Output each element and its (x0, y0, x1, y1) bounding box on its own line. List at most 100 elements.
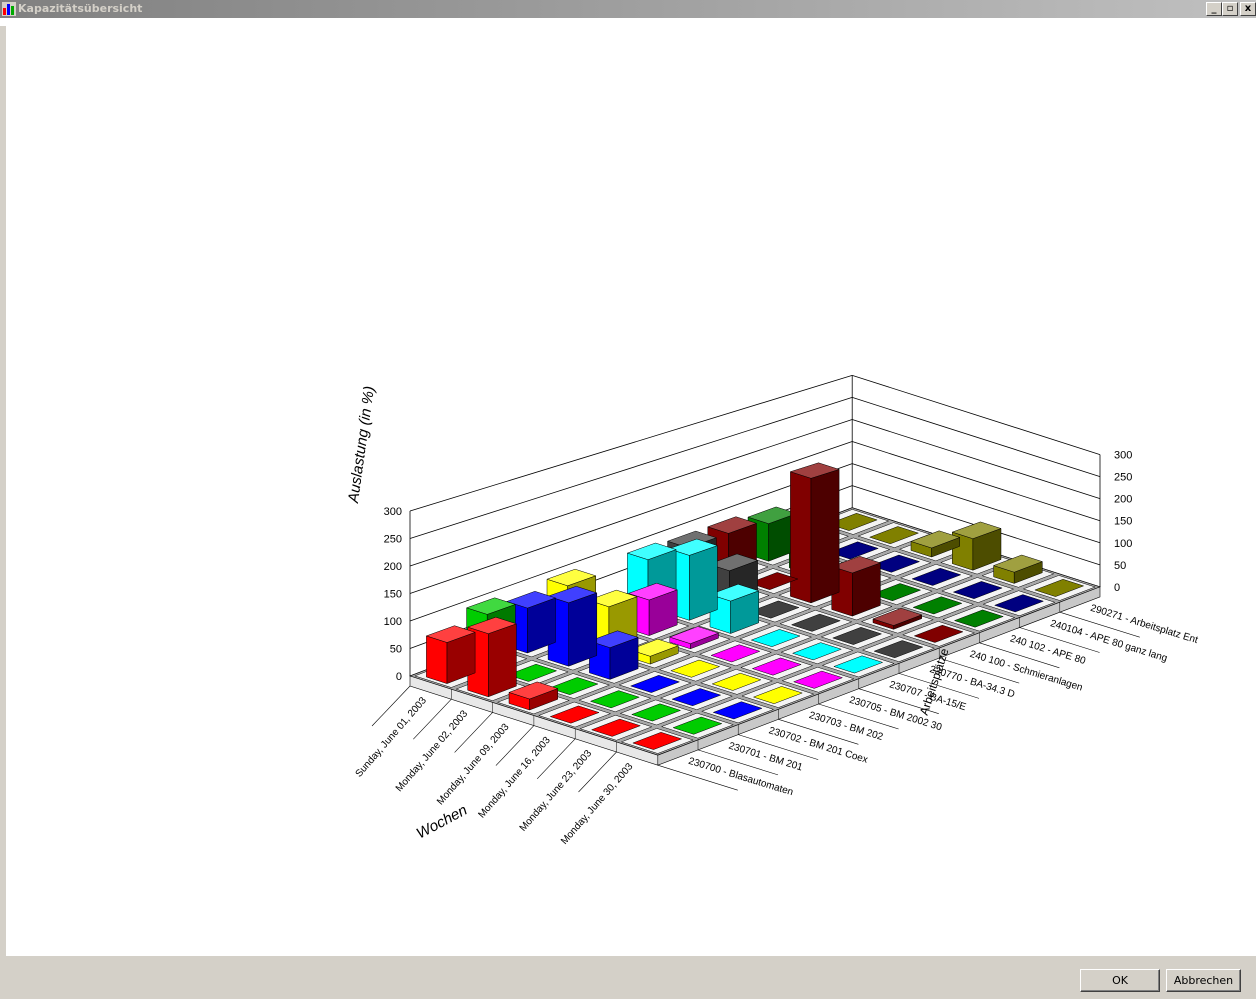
floor-marker (828, 541, 879, 560)
floor-marker (832, 627, 883, 645)
floor-marker (751, 657, 802, 676)
bar-top (830, 556, 882, 574)
bar-top (425, 625, 476, 643)
floor-marker (711, 672, 762, 691)
z-tick-line (1059, 611, 1140, 638)
floor-marker (1034, 579, 1085, 597)
floor-marker (833, 655, 884, 674)
bar (709, 583, 760, 634)
floor-marker (952, 581, 1003, 599)
gridline-left (409, 463, 853, 622)
gridline-left (409, 441, 853, 594)
bar-top (506, 591, 557, 609)
z-tick-line (979, 642, 1060, 669)
bar-front (426, 635, 448, 684)
y-tick-label: 100 (1114, 538, 1132, 550)
floor-marker (589, 690, 640, 709)
z-tick-line (697, 749, 779, 776)
bar (910, 530, 961, 558)
floor-marker (953, 609, 1004, 628)
y-tick-label: 300 (1114, 450, 1132, 462)
z-tick-label: 240 102 - APE 80 (1009, 633, 1088, 667)
z-tick-line (818, 703, 899, 730)
y-tick-label: 0 (1114, 582, 1120, 594)
floor-marker (868, 526, 920, 545)
y-tick-label: 50 (390, 644, 402, 656)
y-tick-label: 50 (1114, 560, 1126, 572)
z-tick-line (898, 673, 980, 699)
z-tick-label: 230701 - BM 201 (727, 741, 804, 774)
ok-button[interactable]: OK (1080, 969, 1160, 992)
app-chart-icon (2, 2, 16, 16)
floor-marker (791, 642, 843, 661)
floor-marker (993, 594, 1045, 613)
gridline-back (852, 419, 1101, 500)
bar-top (465, 597, 517, 615)
close-button[interactable]: x (1240, 2, 1256, 16)
floor-marker (670, 659, 721, 678)
y-tick-label: 100 (384, 616, 402, 628)
bar-top (707, 516, 758, 534)
x-tick-line (413, 698, 452, 740)
gridline-left (409, 419, 853, 567)
x-tick-line (536, 738, 576, 780)
x-tick-line (454, 712, 493, 753)
floor-marker (712, 701, 763, 720)
z-tick-line (1019, 627, 1100, 653)
bar (466, 616, 518, 698)
bar (830, 556, 882, 617)
y-tick-label: 250 (1114, 472, 1132, 484)
floor-marker (911, 567, 962, 586)
minimize-button[interactable]: _ (1206, 2, 1222, 16)
bar (669, 626, 720, 650)
bar (425, 625, 476, 684)
floor-marker (790, 613, 841, 632)
bar-top (789, 462, 840, 479)
floor-marker (750, 629, 801, 647)
floor-marker (710, 644, 761, 663)
bar-side (689, 545, 718, 621)
y-tick-label: 200 (384, 561, 402, 573)
floor-marker (870, 554, 921, 573)
bar-top (508, 681, 559, 700)
x-tick-line (495, 725, 535, 766)
floor-marker (873, 640, 924, 659)
bar-top (667, 538, 719, 556)
floor-marker (913, 624, 964, 643)
cancel-button[interactable]: Abbrechen (1166, 969, 1241, 992)
bar-side (488, 623, 517, 698)
floor-marker (752, 686, 803, 704)
floor-side (657, 586, 1101, 766)
bar-side (568, 592, 598, 667)
z-tick-line (738, 734, 819, 760)
floor-marker (672, 716, 723, 735)
floor-marker (507, 663, 558, 682)
chart-area: 0 0 50 50 100 100 150 150 200 200 250 250 300 300 Ausl… (6, 26, 1256, 956)
x-axis-title: Wochen (414, 802, 471, 843)
y-tick-label: 150 (1114, 516, 1132, 528)
maximize-button[interactable]: ▫ (1222, 2, 1238, 16)
y-tick-label: 150 (384, 589, 402, 601)
bar-top (627, 582, 678, 601)
y-axis-title: Auslastung (in %) (345, 385, 378, 505)
bar-top (547, 586, 598, 604)
z-tick-label: 230703 - BM 202 (808, 710, 885, 743)
bar-top (669, 626, 720, 644)
floor-marker (827, 513, 878, 531)
button-panel: OK Abbrechen (0, 956, 1256, 999)
bar-top (628, 638, 680, 657)
floor-marker (629, 675, 681, 693)
gridline-back (852, 441, 1101, 522)
floor-marker (871, 583, 922, 602)
window-left-border (0, 26, 6, 999)
bar-top (992, 554, 1044, 573)
floor-marker (549, 705, 600, 724)
title-bar[interactable]: Kapazitätsübersicht _ ▫ x (0, 0, 1256, 18)
y-tick-label: 0 (396, 671, 402, 683)
gridline-back (852, 374, 1101, 455)
floor-marker (792, 670, 844, 689)
gridline-back (852, 397, 1101, 478)
bar-top (466, 616, 518, 634)
bar (747, 506, 798, 562)
floor-marker (749, 600, 800, 619)
